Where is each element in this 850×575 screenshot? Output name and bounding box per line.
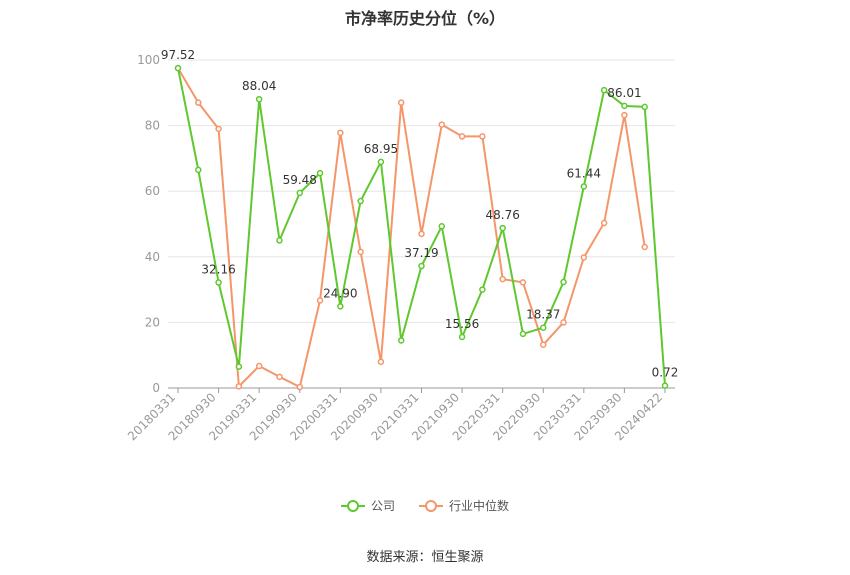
data-point-industry [621,111,628,119]
data-point-industry [560,319,567,326]
data-point-industry [458,133,466,140]
data-point-company [641,103,648,111]
data-point-industry [499,275,506,283]
data-point-industry [235,383,243,390]
data-point-company [357,197,364,205]
data-label: 32.16 [201,263,235,277]
data-point-company [377,158,385,166]
data-label: 0.72 [652,366,679,380]
data-point-industry [296,383,303,391]
data-point-company [296,189,303,197]
y-tick-label: 60 [145,184,160,198]
data-label: 86.01 [607,86,641,100]
data-point-industry [519,279,527,286]
data-point-industry [438,121,446,128]
legend-swatch-company [340,499,365,512]
data-point-industry [600,219,608,227]
data-label: 48.76 [485,208,519,222]
data-point-industry [580,254,588,261]
data-point-industry [540,341,547,348]
y-tick-label: 0 [152,381,160,395]
data-point-company [215,279,222,286]
data-point-company [458,333,466,341]
data-point-company [499,224,506,232]
data-point-company [540,324,547,331]
y-tick-label: 40 [145,250,160,264]
data-point-company [337,303,344,310]
data-point-industry [255,362,263,370]
data-label: 68.95 [364,142,398,156]
chart-title: 市净率历史分位（%） [344,9,506,28]
data-point-company [621,102,628,110]
y-tick-label: 20 [145,315,160,329]
series-line-company [177,67,666,386]
data-point-company [397,337,405,344]
data-point-company [479,286,486,293]
data-point-company [600,86,608,94]
series-line-industry [177,67,646,388]
data-point-company [438,223,446,230]
data-label: 88.04 [242,79,276,93]
data-label: 24.90 [323,286,357,300]
data-point-industry [276,373,283,381]
data-label: 18.37 [526,308,560,322]
data-label: 37.19 [404,246,438,260]
data-point-company [255,95,263,103]
data-point-industry [357,248,364,256]
legend-label-industry: 行业中位数 [449,499,510,513]
data-point-company [316,169,324,177]
data-point-company [195,166,202,174]
legend-swatch-industry [419,499,443,512]
data-point-industry [316,297,324,304]
legend-item-company[interactable]: 公司 [340,497,395,514]
data-label: 61.44 [567,166,601,180]
data-label: 59.48 [283,173,317,187]
data-point-company [174,64,182,72]
data-source: 数据来源：恒生聚源 [366,550,484,565]
data-point-industry [215,125,222,133]
data-point-industry [418,230,425,238]
data-point-company [276,237,283,244]
data-point-industry [479,133,486,140]
data-label: 97.52 [161,48,195,62]
data-label: 15.56 [445,317,479,331]
y-tick-label: 100 [137,53,160,67]
data-point-company [235,363,243,370]
data-point-company [661,382,669,389]
data-point-company [580,183,588,190]
data-point-company [560,278,567,286]
data-point-company [418,262,425,270]
legend-item-industry[interactable]: 行业中位数 [419,497,509,514]
y-tick-label: 80 [145,119,160,133]
data-point-industry [641,243,648,251]
data-point-industry [337,129,344,137]
data-point-industry [397,99,405,106]
legend-label-company: 公司 [370,499,395,513]
data-point-industry [195,99,202,106]
legend: 公司 行业中位数 [0,497,850,514]
data-point-industry [377,358,385,366]
data-point-company [519,330,527,338]
